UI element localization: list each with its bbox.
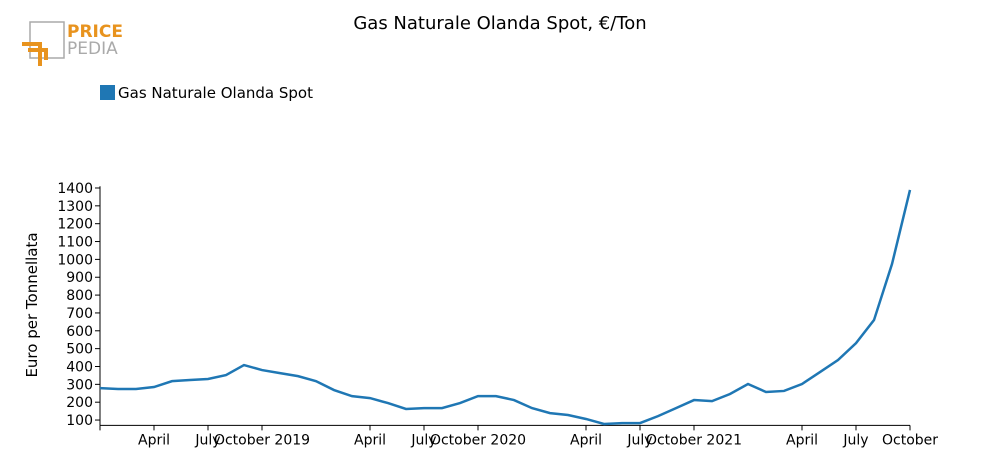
x-tick-label: October: [882, 432, 938, 448]
y-tick-label: 1000: [57, 252, 93, 268]
x-tick-label: October 2020: [430, 432, 526, 448]
x-tick-label: October 2019: [214, 432, 310, 448]
x-tick-label: July: [842, 432, 868, 448]
logo: PRICE PEDIA: [22, 21, 123, 66]
x-tick-label: July: [194, 432, 220, 448]
y-tick-label: 1100: [57, 235, 93, 251]
y-tick-label: 500: [66, 342, 93, 358]
x-tick-label: July: [410, 432, 436, 448]
x-tick-label: April: [138, 432, 170, 448]
y-tick-label: 1200: [57, 217, 93, 233]
x-tick-label: October 2021: [646, 432, 742, 448]
chart-title: Gas Naturale Olanda Spot, €/Ton: [353, 13, 646, 34]
y-axis-label: Euro per Tonnellata: [23, 232, 41, 377]
x-tick-label: April: [354, 432, 386, 448]
y-tick-label: 900: [66, 270, 93, 286]
y-tick-label: 400: [66, 359, 93, 375]
y-tick-label: 700: [66, 306, 93, 322]
y-tick-label: 200: [66, 395, 93, 411]
y-tick-label: 1300: [57, 199, 93, 215]
logo-mark: [22, 42, 48, 66]
x-tick-label: July: [626, 432, 652, 448]
y-tick-label: 1400: [57, 181, 93, 197]
x-tick-label: April: [786, 432, 818, 448]
legend-swatch: [100, 85, 115, 100]
series-line: [99, 189, 912, 426]
y-tick-label: 600: [66, 324, 93, 340]
x-tick-label: April: [570, 432, 602, 448]
y-tick-label: 100: [66, 413, 93, 429]
y-tick-label: 800: [66, 288, 93, 304]
legend-label: Gas Naturale Olanda Spot: [118, 84, 313, 102]
logo-text: PEDIA: [67, 39, 118, 59]
logo-text: PRICE: [67, 22, 123, 42]
y-tick-label: 300: [66, 377, 93, 393]
